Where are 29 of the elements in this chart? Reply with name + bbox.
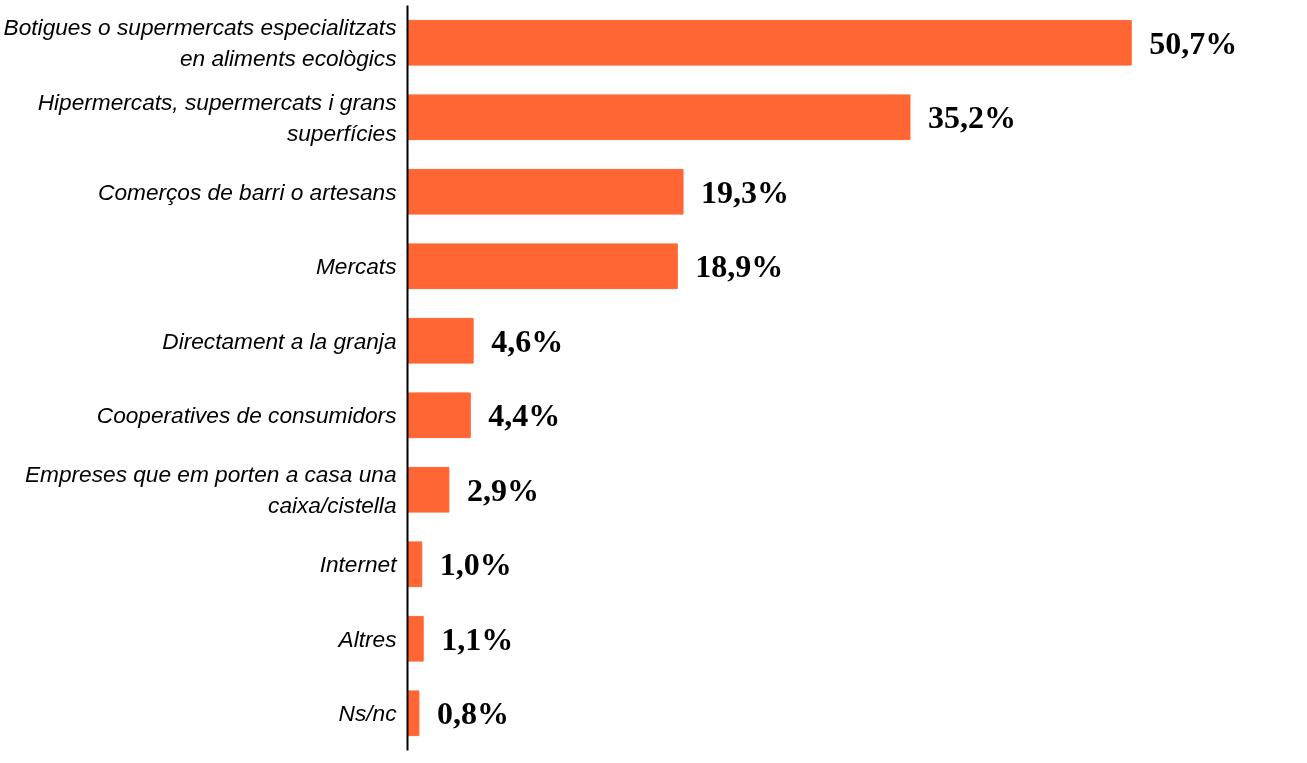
y-tick-label: Comerços de barri o artesans: [98, 178, 397, 205]
bar: [407, 168, 684, 215]
data-label: 2,9%: [466, 471, 539, 508]
y-tick-label: Ns/nc: [338, 700, 398, 727]
y-tick-label: Hipermercats, supermercats i grans superfícies: [37, 88, 397, 146]
data-label: 35,2%: [928, 99, 1016, 136]
data-label: 4,6%: [491, 322, 564, 359]
y-tick-label: Internet: [319, 551, 399, 578]
data-label: 0,8%: [436, 695, 509, 732]
data-label: 1,0%: [439, 546, 512, 583]
y-tick-label: Cooperatives de consumidors: [96, 402, 397, 429]
bar: [407, 690, 420, 737]
data-label: 50,7%: [1149, 24, 1238, 61]
y-tick-label: Empreses que em porten a casa una caixa/cistella: [24, 461, 397, 519]
data-label: 4,4%: [488, 397, 561, 434]
bar: [407, 615, 424, 662]
bar: [407, 392, 471, 439]
y-tick-label: Mercats: [315, 253, 397, 280]
y-tick-label: Directament a la granja: [162, 327, 397, 354]
bar: [407, 317, 474, 364]
bar: [407, 466, 450, 513]
data-label: 18,9%: [695, 248, 784, 285]
data-label: 1,1%: [441, 620, 514, 657]
bar: [407, 19, 1132, 66]
y-tick-label: Altres: [336, 625, 397, 652]
data-label: 19,3%: [701, 173, 790, 210]
bar: [407, 243, 678, 290]
y-tick-label: Botigues o supermercats especialitzats en aliments ecològics: [3, 14, 397, 72]
bar: [407, 94, 911, 141]
